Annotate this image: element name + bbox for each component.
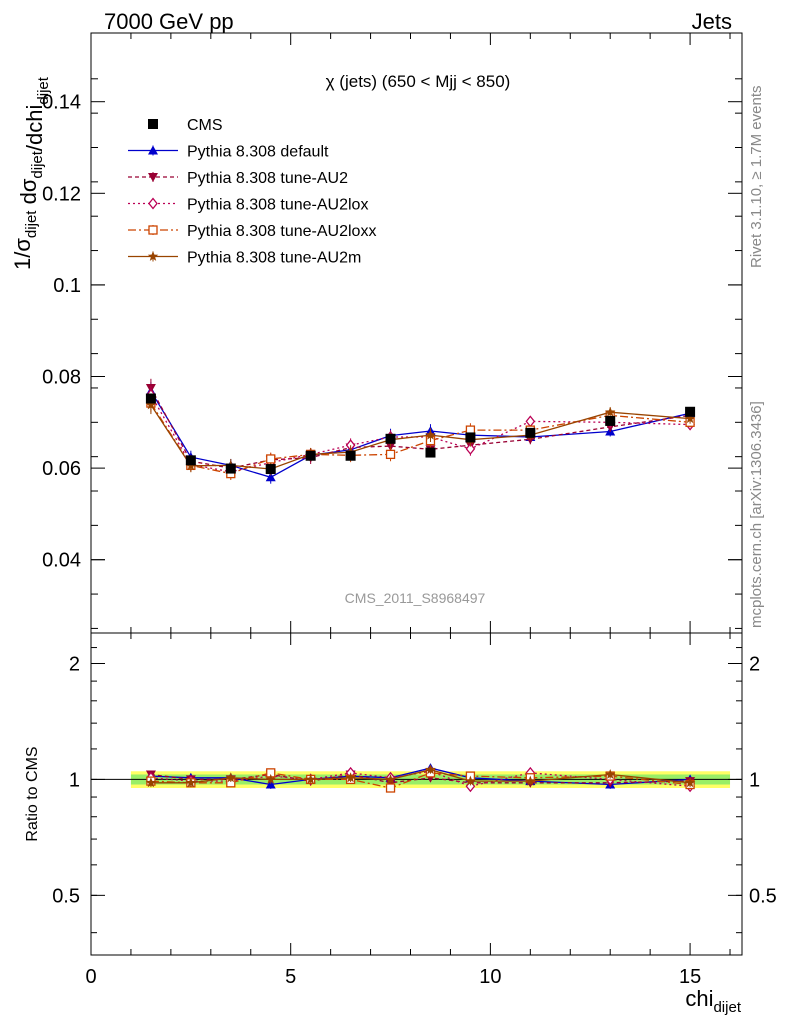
legend-marker xyxy=(147,251,159,261)
series-pythia-8-308-tune-au2m xyxy=(145,395,696,476)
ratio-point xyxy=(525,775,536,786)
ratio-point xyxy=(605,769,616,779)
y-tick-label: 0.04 xyxy=(42,550,81,572)
legend-entry: Pythia 8.308 tune-AU2m xyxy=(128,250,361,267)
ratio-point xyxy=(385,783,396,793)
data-point xyxy=(525,415,536,428)
data-point xyxy=(425,447,436,458)
series-pythia-8-308-tune-au2 xyxy=(145,378,696,475)
ratio-y-tick-label-right: 1 xyxy=(749,769,760,791)
legend-marker xyxy=(148,145,158,155)
ratio-line xyxy=(150,767,691,786)
data-point xyxy=(145,393,156,404)
data-point xyxy=(385,433,396,444)
ratio-point xyxy=(305,773,316,784)
plot-title: χ (jets) (650 < Mjj < 850) xyxy=(326,72,511,91)
series-line xyxy=(150,394,691,473)
series-line xyxy=(150,404,691,470)
legend-entry: Pythia 8.308 tune-AU2 xyxy=(128,170,348,187)
main-panel: 0.04 0.06 0.08 0.1 0.12 0.141/σdijet dσdijet/… xyxy=(10,32,743,634)
ratio-line xyxy=(150,773,691,784)
energy-label: 7000 GeV pp xyxy=(104,9,234,34)
x-axis-title: chidijet xyxy=(685,986,741,1016)
data-point xyxy=(266,454,276,464)
data-point xyxy=(465,432,476,443)
data-point xyxy=(465,442,476,455)
ratio-y-tick-label-right: 0.5 xyxy=(749,885,777,907)
ratio-point xyxy=(145,777,157,788)
ratio-point xyxy=(684,777,696,788)
data-point xyxy=(605,406,616,417)
ratio-point xyxy=(265,779,276,789)
series-cms xyxy=(145,393,696,475)
ratio-point xyxy=(345,772,356,783)
legend-marker xyxy=(148,225,158,235)
ratio-line xyxy=(150,769,691,784)
data-point xyxy=(385,449,396,460)
ratio-point xyxy=(385,773,396,784)
ratio-frame xyxy=(90,632,743,956)
data-point xyxy=(425,429,436,440)
data-point xyxy=(305,450,316,461)
data-point xyxy=(185,455,196,466)
legend-entry: Pythia 8.308 tune-AU2lox xyxy=(128,197,368,214)
ratio-point xyxy=(425,764,436,775)
y-tick-label: 0.08 xyxy=(42,367,81,389)
ratio-point xyxy=(225,772,236,783)
legend-marker xyxy=(148,197,158,210)
data-point xyxy=(145,399,157,410)
legend-label: Pythia 8.308 tune-AU2m xyxy=(187,250,361,267)
y-tick-label: 0.06 xyxy=(42,458,81,480)
analysis-watermark: CMS_2011_S8968497 xyxy=(345,590,486,606)
data-point xyxy=(525,427,536,438)
data-point xyxy=(225,463,236,474)
y-tick-label: 0.1 xyxy=(53,275,81,297)
legend-entry: Pythia 8.308 default xyxy=(128,144,329,161)
ratio-point xyxy=(465,775,476,786)
legend-marker xyxy=(148,173,158,182)
y-axis-title: 1/σdijet dσdijet/dchidijet xyxy=(10,76,52,270)
data-point xyxy=(265,472,276,482)
data-point xyxy=(385,442,396,452)
legend-label: Pythia 8.308 default xyxy=(187,144,329,161)
legend-label: Pythia 8.308 tune-AU2loxx xyxy=(187,223,376,240)
data-point xyxy=(684,413,696,424)
ratio-point xyxy=(185,777,197,788)
x-tick-label: 10 xyxy=(479,966,501,988)
data-point xyxy=(685,406,696,417)
x-tick-label: 0 xyxy=(85,966,96,988)
legend: CMS Pythia 8.308 default Pythia 8.308 tune… xyxy=(128,117,376,267)
ratio-point xyxy=(265,773,276,784)
legend-label: CMS xyxy=(187,117,223,134)
legend-label: Pythia 8.308 tune-AU2lox xyxy=(187,197,368,214)
ratio-y-tick-label: 2 xyxy=(69,653,80,675)
ratio-y-tick-label: 0.5 xyxy=(52,885,80,907)
series-line xyxy=(150,390,691,479)
data-point xyxy=(265,464,276,475)
process-label: Jets xyxy=(691,9,732,34)
legend-entry: Pythia 8.308 tune-AU2loxx xyxy=(128,223,376,240)
data-point xyxy=(345,450,356,461)
y-tick-label: 0.14 xyxy=(42,92,81,114)
ratio-y-tick-label-right: 2 xyxy=(749,653,760,675)
data-point xyxy=(605,415,616,426)
legend-marker xyxy=(148,119,158,129)
y-tick-label: 0.12 xyxy=(42,183,81,205)
ratio-line xyxy=(150,770,691,787)
series-line xyxy=(150,402,691,475)
ratio-y-axis-title: Ratio to CMS xyxy=(24,746,41,841)
ratio-series-pythia-8-308-tune-au2m xyxy=(145,764,696,788)
x-tick-label: 15 xyxy=(679,966,701,988)
legend-entry: CMS xyxy=(148,117,223,134)
x-tick-label: 5 xyxy=(285,966,296,988)
legend-label: Pythia 8.308 tune-AU2 xyxy=(187,170,348,187)
ratio-y-tick-label: 1 xyxy=(69,769,80,791)
